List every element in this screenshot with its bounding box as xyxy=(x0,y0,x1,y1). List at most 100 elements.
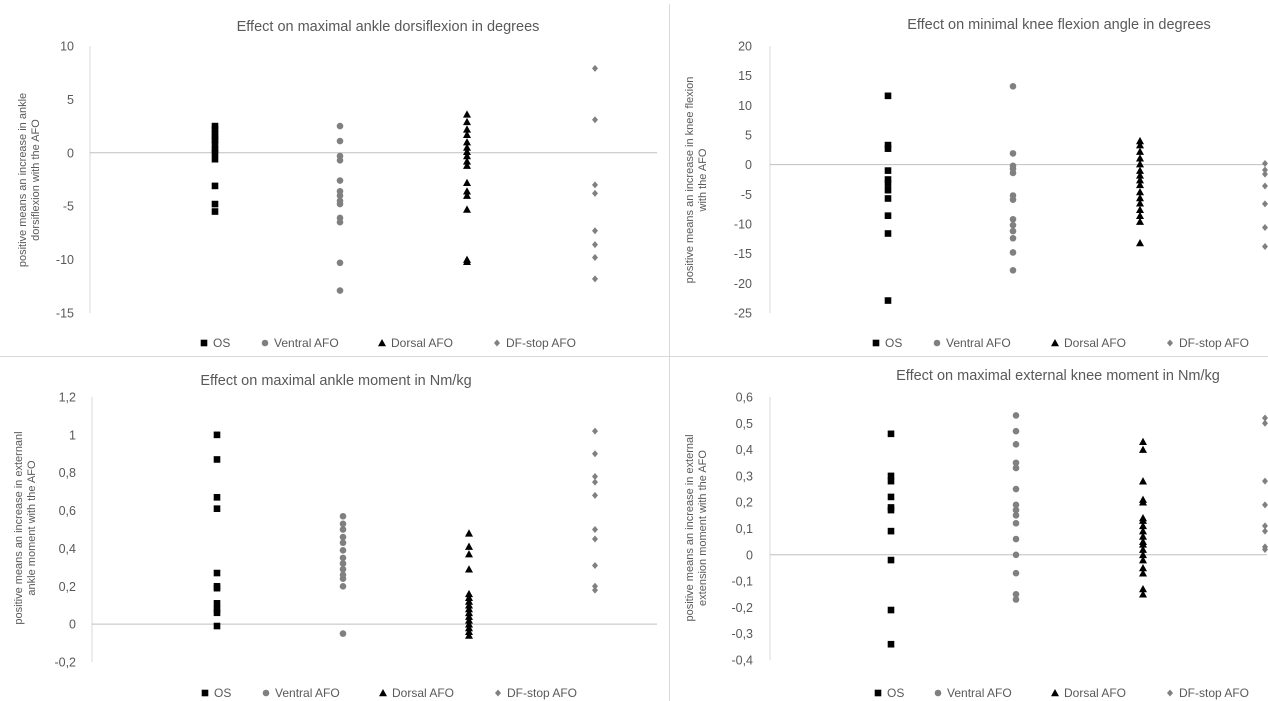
data-point-circle xyxy=(1012,459,1020,467)
data-point-diamond xyxy=(592,181,598,189)
y-tick-label: -0,2 xyxy=(54,656,76,670)
data-point-diamond xyxy=(1262,170,1268,178)
data-point-diamond xyxy=(1262,501,1268,509)
data-point-diamond xyxy=(1262,166,1268,174)
data-point-diamond xyxy=(592,241,598,249)
data-point-square xyxy=(211,182,219,190)
y-tick-label: -0,1 xyxy=(731,575,753,589)
data-point-diamond xyxy=(592,116,598,124)
chart-panel-1: Effect on maximal ankle dorsiflexion in … xyxy=(17,19,657,350)
data-point-diamond xyxy=(592,491,598,499)
legend-marker-triangle xyxy=(379,689,387,697)
data-point-square xyxy=(884,145,892,152)
data-point-triangle xyxy=(465,616,473,624)
data-point-circle xyxy=(1009,83,1017,90)
data-point-circle xyxy=(1009,249,1017,256)
legend-marker-circle xyxy=(933,339,941,347)
data-point-triangle xyxy=(463,161,471,169)
data-point-square xyxy=(887,506,895,514)
chart-title: Effect on minimal knee flexion angle in … xyxy=(907,17,1211,33)
data-point-circle xyxy=(339,526,347,533)
legend-marker-circle xyxy=(262,689,270,697)
data-point-triangle xyxy=(465,612,473,620)
data-point-square xyxy=(887,640,895,648)
panel-divider-vertical xyxy=(669,4,670,701)
y-tick-label: -10 xyxy=(734,218,752,232)
y-tick-label: 0 xyxy=(67,146,74,160)
data-point-triangle xyxy=(1139,437,1147,446)
data-point-circle xyxy=(1012,501,1020,509)
data-point-triangle xyxy=(1136,171,1144,179)
data-point-triangle xyxy=(1136,160,1144,168)
data-point-circle xyxy=(339,560,347,567)
data-point-triangle xyxy=(1139,521,1147,530)
data-point-circle xyxy=(336,192,344,199)
y-axis-label: positive means an increase in knee flexi… xyxy=(684,77,709,284)
y-axis-label-line: positive means an increase in externanl xyxy=(13,431,25,624)
data-point-circle xyxy=(336,287,344,294)
data-point-diamond xyxy=(592,189,598,197)
data-point-triangle xyxy=(1139,556,1147,564)
data-point-square xyxy=(887,527,895,535)
data-point-diamond xyxy=(592,64,598,72)
data-point-circle xyxy=(1012,427,1020,435)
y-tick-label: 0,4 xyxy=(736,443,753,457)
legend-label: Dorsal AFO xyxy=(1064,686,1126,700)
data-point-circle xyxy=(1012,519,1020,527)
data-point-triangle xyxy=(1139,498,1147,506)
data-point-triangle xyxy=(1139,584,1147,593)
chart-title: Effect on maximal ankle moment in Nm/kg xyxy=(200,373,471,389)
data-point-square xyxy=(884,195,892,202)
data-point-triangle xyxy=(465,631,473,639)
data-point-circle xyxy=(1012,512,1020,519)
data-point-square xyxy=(884,212,892,219)
y-axis-label-line: extension moment with the AFO xyxy=(697,450,709,606)
data-point-diamond xyxy=(1262,546,1268,554)
data-point-triangle xyxy=(1139,569,1147,577)
data-point-diamond xyxy=(592,275,598,283)
data-point-square xyxy=(887,430,895,438)
y-tick-label: 5 xyxy=(745,129,752,143)
data-point-square xyxy=(213,605,221,613)
data-point-square xyxy=(884,92,892,100)
data-point-triangle xyxy=(1139,527,1147,535)
y-tick-label: -20 xyxy=(734,277,752,291)
data-point-circle xyxy=(1012,506,1020,514)
data-point-circle xyxy=(339,554,347,562)
data-point-triangle xyxy=(463,187,471,195)
data-point-square xyxy=(211,136,219,144)
data-point-triangle xyxy=(1136,205,1144,214)
legend-label: Ventral AFO xyxy=(947,686,1012,700)
data-point-square xyxy=(213,494,221,501)
y-axis-label-line: with the AFO xyxy=(697,148,709,212)
y-tick-label: -15 xyxy=(734,247,752,261)
chart-title: Effect on maximal external knee moment i… xyxy=(896,368,1220,384)
data-point-triangle xyxy=(463,125,471,133)
data-point-circle xyxy=(1009,227,1017,235)
data-point-circle xyxy=(1012,551,1020,559)
y-tick-label: 0 xyxy=(69,618,76,632)
data-point-circle xyxy=(339,575,347,583)
data-point-triangle xyxy=(463,152,471,160)
data-point-triangle xyxy=(1139,563,1147,572)
legend-label: Ventral AFO xyxy=(946,336,1011,350)
data-point-circle xyxy=(339,630,347,637)
legend-label: OS xyxy=(885,336,902,350)
chart-panel-3: Effect on maximal ankle moment in Nm/kg 1… xyxy=(13,373,657,700)
data-point-triangle xyxy=(465,593,473,601)
chart-title: Effect on maximal ankle dorsiflexion in … xyxy=(237,19,540,35)
data-point-circle xyxy=(1009,196,1017,203)
data-point-triangle xyxy=(1136,217,1144,225)
y-tick-label: 0,5 xyxy=(736,417,753,431)
data-point-triangle xyxy=(465,565,473,573)
data-point-triangle xyxy=(463,157,471,165)
legend-label: OS xyxy=(213,336,230,350)
data-point-square xyxy=(213,609,221,617)
data-point-triangle xyxy=(465,589,473,598)
data-point-circle xyxy=(1012,569,1020,577)
data-point-diamond xyxy=(1262,159,1268,167)
data-point-circle xyxy=(339,582,347,590)
legend-label: DF-stop AFO xyxy=(1179,336,1249,350)
data-point-triangle xyxy=(463,138,471,146)
